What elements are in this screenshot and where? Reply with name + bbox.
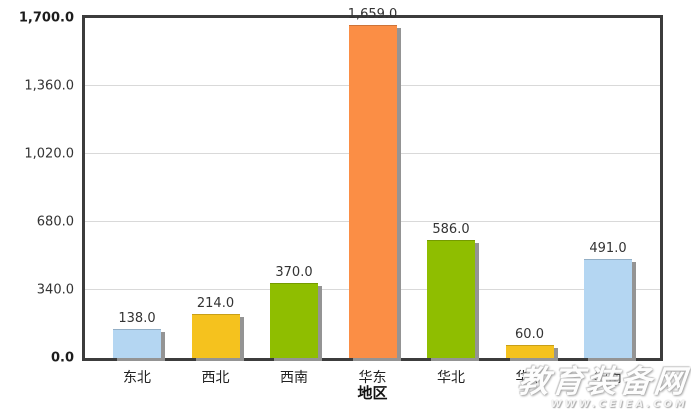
y-axis-tick-label: 1,020.0 (24, 146, 74, 162)
bar-xinan[interactable] (270, 283, 318, 358)
bar-slot-huabei: 586.0 华北 (427, 18, 475, 386)
bar-slot-huadong: 1,659.0 华东 (348, 8, 398, 386)
bar-slot-dongbei: 138.0 东北 (113, 18, 161, 386)
bar-dongbei[interactable] (113, 329, 161, 358)
x-axis-category-label: 华中 (515, 370, 544, 386)
bar-huazhong[interactable] (505, 345, 554, 358)
y-axis-tick-label: 340.0 (36, 282, 74, 298)
bar-huanan[interactable] (584, 258, 632, 358)
y-axis: 0.0 340.0 680.0 1,020.0 1,360.0 1,700.0 (0, 12, 74, 365)
y-axis-tick-label: 1,700.0 (18, 10, 74, 26)
bar-value-label: 586.0 (432, 221, 470, 237)
x-axis-category-label: 西北 (201, 370, 230, 386)
bar-slot-xibei: 214.0 西北 (191, 18, 240, 386)
bar-value-label: 491.0 (589, 240, 627, 256)
y-axis-tick-label: 0.0 (50, 350, 74, 366)
x-axis-category-label: 东北 (123, 370, 151, 386)
x-axis-category-label: 西南 (280, 370, 308, 386)
bar-value-label: 1,659.0 (347, 7, 398, 23)
y-axis-tick-label: 680.0 (36, 214, 74, 230)
x-axis-category-label: 华东 (358, 370, 387, 386)
bar-series: 138.0 东北 214.0 西北 370.0 西南 1,659.0 华东 58… (85, 8, 660, 386)
x-axis-title: 地区 (357, 384, 388, 402)
bar-value-label: 370.0 (275, 265, 313, 280)
bar-value-label: 214.0 (196, 296, 235, 312)
bar-xibei[interactable] (191, 314, 240, 358)
y-axis-tick-label: 1,360.0 (24, 78, 74, 94)
bar-value-label: 60.0 (515, 327, 544, 342)
bar-huabei[interactable] (427, 239, 475, 358)
bar-slot-huanan: 491.0 华南 (584, 18, 632, 386)
plot-area: 138.0 东北 214.0 西北 370.0 西南 1,659.0 华东 58… (82, 8, 663, 386)
x-axis-category-label: 华北 (437, 370, 465, 386)
x-axis-category-label: 华南 (594, 370, 622, 386)
bar-value-label: 138.0 (118, 311, 156, 327)
bar-slot-xinan: 370.0 西南 (270, 18, 318, 386)
bar-slot-huazhong: 60.0 华中 (505, 18, 554, 386)
bar-huadong[interactable] (348, 25, 397, 358)
